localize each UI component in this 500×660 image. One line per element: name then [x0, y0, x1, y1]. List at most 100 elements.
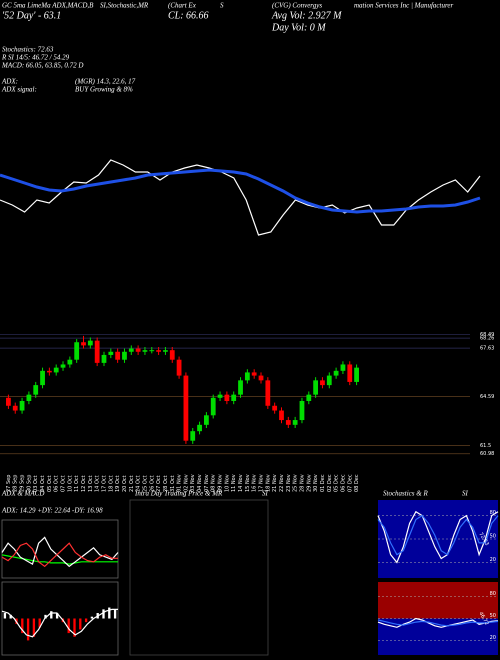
indicator: ADX signal:	[1, 86, 37, 94]
candle-body	[40, 370, 45, 386]
candle-body	[190, 431, 196, 441]
x-tick-label: 29 Nov	[306, 474, 312, 492]
y-tick-label: 50	[490, 534, 496, 540]
candle-body	[176, 359, 182, 376]
bar	[79, 618, 82, 630]
x-tick-label: 25 Oct	[142, 475, 148, 492]
title-part: mation Services Inc | Manufacturer	[354, 2, 454, 10]
indicator: BUY Growing & 8%	[75, 86, 133, 94]
x-tick-label: 07 Dec	[347, 474, 353, 492]
x-tick-label: 22 Nov	[279, 474, 285, 492]
candle-body	[272, 405, 278, 411]
series-line	[1, 536, 119, 568]
bar	[90, 616, 94, 619]
x-tick-label: 11 Oct	[74, 475, 80, 492]
y-tick-label: 68.26	[480, 336, 494, 342]
title-part: (CVG) Convergys	[272, 2, 322, 10]
candle-body	[169, 350, 175, 360]
candle-body	[87, 340, 93, 346]
x-tick-label: 21 Oct	[129, 475, 135, 492]
x-tick-label: 18 Oct	[108, 475, 114, 492]
x-tick-label: 21 Nov	[272, 474, 278, 492]
x-tick-label: 07 Oct	[61, 475, 67, 492]
candle-body	[326, 375, 332, 386]
candle-body	[197, 424, 202, 432]
x-tick-label: 10 Oct	[67, 475, 73, 492]
bar	[84, 618, 88, 623]
title-part: (Chart Ex	[168, 2, 197, 10]
indicator: R SI 14/5: 46.72 / 54.29	[1, 54, 70, 62]
candle-body	[313, 380, 319, 395]
x-tick-label: 06 Oct	[54, 475, 60, 492]
candle-body	[74, 342, 80, 360]
x-tick-label: 13 Oct	[88, 475, 94, 492]
x-tick-label: 29 Sep	[20, 475, 26, 492]
stat: Avg Vol: 2.927 M	[271, 10, 342, 21]
candle-body	[320, 380, 325, 386]
candle-body	[163, 350, 168, 352]
candle-body	[306, 394, 312, 401]
x-tick-label: 04 Nov	[197, 474, 203, 492]
x-tick-label: 27 Sep	[6, 475, 12, 492]
candle-body	[128, 348, 134, 352]
title-part: SI,Stochastic,MR	[100, 2, 149, 10]
panel-background	[378, 582, 498, 619]
candle-body	[231, 394, 237, 401]
candle-body	[101, 354, 107, 363]
series-line	[0, 168, 481, 214]
x-tick-label: 14 Oct	[95, 475, 101, 492]
indicator: ADX:	[1, 78, 18, 86]
x-tick-label: 01 Nov	[177, 474, 183, 492]
candle-body	[149, 350, 155, 352]
bar	[44, 614, 47, 619]
x-tick-label: 15 Nov	[245, 474, 251, 492]
candle-body	[122, 351, 127, 360]
x-tick-label: 02 Nov	[183, 474, 189, 492]
candle-body	[279, 410, 284, 421]
x-tick-label: 09 Nov	[218, 474, 224, 492]
series-line	[377, 510, 499, 564]
bar	[26, 618, 30, 641]
panel-border	[1, 519, 119, 579]
candle-body	[210, 397, 216, 416]
candle-body	[217, 394, 223, 398]
y-tick-label: 67.63	[480, 346, 494, 352]
panel-title: SI	[462, 490, 469, 498]
candle-body	[183, 375, 189, 441]
panel-subtitle: ADX: 14.29 +DY: 22.64 -DY: 16.98	[1, 507, 103, 515]
candle-body	[265, 380, 271, 406]
candle-body	[354, 367, 359, 382]
x-tick-label: 11 Nov	[231, 474, 237, 492]
x-tick-label: 17 Oct	[101, 475, 107, 492]
x-tick-label: 05 Oct	[47, 475, 53, 492]
bar	[73, 618, 76, 637]
x-tick-label: 31 Oct	[170, 475, 176, 492]
panel-title: SI	[262, 490, 269, 498]
x-tick-label: 23 Nov	[286, 474, 292, 492]
x-tick-label: 28 Oct	[163, 475, 169, 492]
panel-border	[1, 581, 119, 656]
x-tick-label: 25 Nov	[293, 474, 299, 492]
candle-body	[292, 420, 298, 425]
panel-title: Intra Day Trading Price & MR	[134, 490, 223, 498]
series-line	[377, 514, 499, 556]
series-line	[1, 554, 118, 565]
candle-body	[46, 370, 52, 373]
candle-body	[108, 351, 114, 355]
x-tick-label: 08 Nov	[211, 474, 217, 492]
candle-body	[244, 372, 250, 381]
candle-body	[299, 401, 305, 421]
panel-border	[129, 499, 269, 656]
y-tick-label: 80	[490, 510, 496, 516]
bar	[113, 609, 117, 619]
title-part: S	[220, 2, 224, 10]
y-tick-label: 50	[490, 613, 496, 619]
candle-body	[156, 350, 161, 352]
y-tick-label: 64.59	[480, 394, 494, 400]
candle-body	[53, 367, 59, 373]
y-tick-label: 20	[490, 557, 496, 563]
stat: '52 Day' - 63.1	[2, 10, 61, 21]
y-tick-label: 60.98	[480, 451, 494, 457]
candle-body	[142, 350, 148, 352]
